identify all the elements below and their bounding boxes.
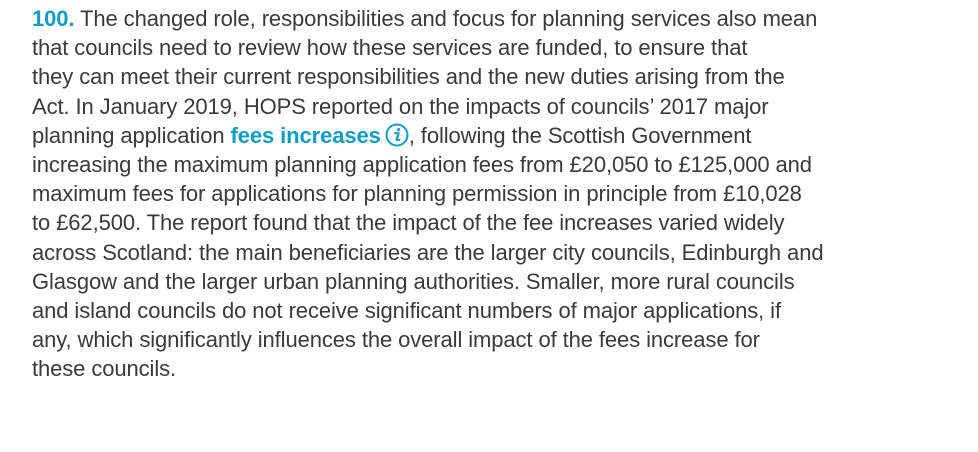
text: and island councils do not receive signi… xyxy=(32,298,781,324)
text: they can meet their current responsibili… xyxy=(32,64,785,90)
text-line: that councils need to review how these s… xyxy=(32,33,978,62)
text-line: planning application fees increases , fol… xyxy=(32,121,978,150)
paragraph-number: 100. xyxy=(32,6,75,31)
text: these councils. xyxy=(32,356,177,382)
text: that councils need to review how these s… xyxy=(32,35,748,61)
text-line: increasing the maximum planning applicat… xyxy=(32,150,978,179)
link[interactable]: fees increases xyxy=(230,122,381,148)
text-line: 100. The changed role, responsibilities … xyxy=(32,4,978,33)
text: maximum fees for applications for planni… xyxy=(32,181,802,207)
text: Act. In January 2019, HOPS reported on t… xyxy=(32,93,769,119)
text: , following the Scottish Government xyxy=(408,122,752,148)
text-line: any, which significantly influences the … xyxy=(32,325,978,354)
info-icon[interactable] xyxy=(385,123,409,147)
text: to £62,500. The report found that the im… xyxy=(32,210,785,236)
text-line: and island councils do not receive signi… xyxy=(32,296,978,325)
text-line: Glasgow and the larger urban planning au… xyxy=(32,267,978,296)
text: planning application xyxy=(32,122,231,148)
text: The changed role, responsibilities and f… xyxy=(80,6,818,31)
text-line: across Scotland: the main beneficiaries … xyxy=(32,238,978,267)
text-line: they can meet their current responsibili… xyxy=(32,62,978,91)
text: increasing the maximum planning applicat… xyxy=(32,152,812,178)
text-line: Act. In January 2019, HOPS reported on t… xyxy=(32,92,978,121)
text: Glasgow and the larger urban planning au… xyxy=(32,268,795,294)
text-line: maximum fees for applications for planni… xyxy=(32,179,978,208)
text-line: to £62,500. The report found that the im… xyxy=(32,208,978,237)
text: any, which significantly influences the … xyxy=(32,327,760,353)
text-line: these councils. xyxy=(32,354,978,383)
text: across Scotland: the main beneficiaries … xyxy=(32,239,824,265)
